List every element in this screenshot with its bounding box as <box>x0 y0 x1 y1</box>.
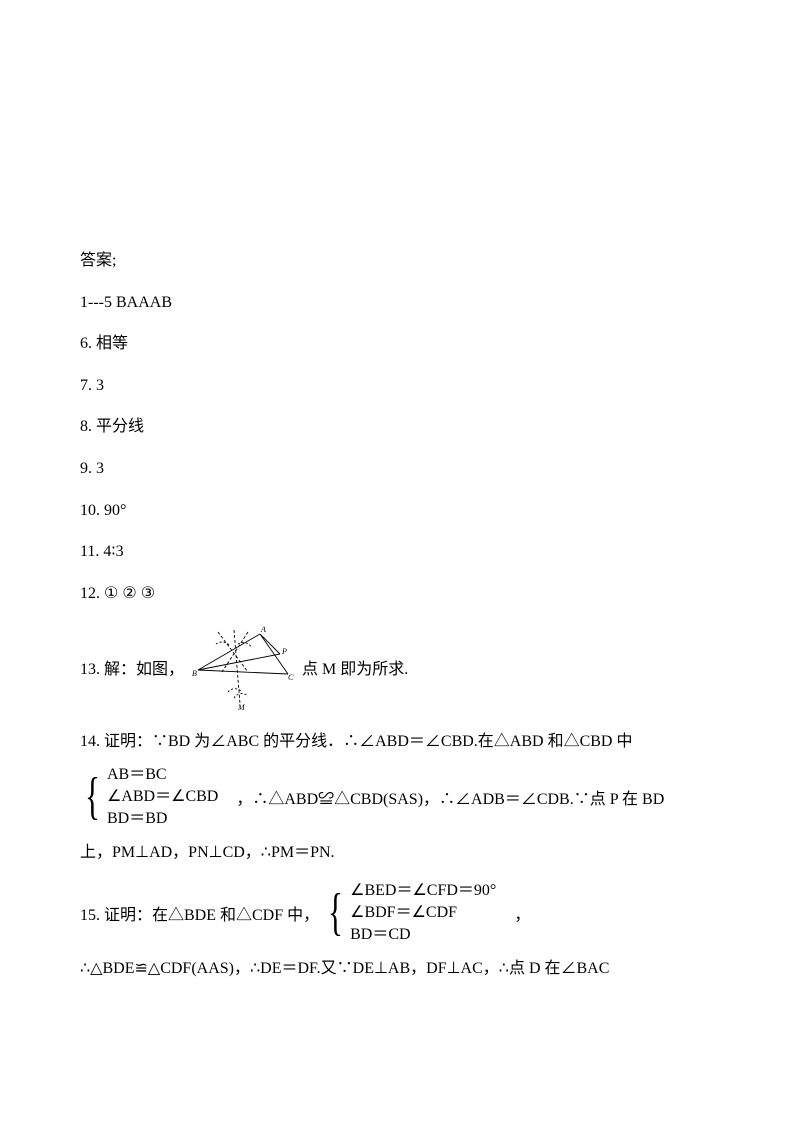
figure-13-icon: B C A P M <box>188 622 298 712</box>
ans-14-syslines: AB＝BC ∠ABD＝∠CBD BD＝BD <box>107 764 218 829</box>
ans-11: 11. 4∶3 <box>80 531 713 573</box>
ans-15-top: 15. 证明：在△BDE 和△CDF 中， { ∠BED＝∠CFD＝90° ∠B… <box>80 880 713 945</box>
ans-15-sys1: ∠BED＝∠CFD＝90° <box>350 880 496 902</box>
ans-14-sys1: AB＝BC <box>107 764 218 786</box>
ans-14-after-sys: ，∴△ABD≌△CBD(SAS)，∴∠ADB＝∠CDB.∵点 P 在 BD <box>236 785 664 809</box>
header: 答案; <box>80 240 713 282</box>
svg-text:B: B <box>192 669 197 678</box>
ans-14-sys2: ∠ABD＝∠CBD <box>107 786 218 808</box>
svg-text:C: C <box>288 673 294 682</box>
ans-15-after-sys: ， <box>514 901 530 925</box>
svg-text:A: A <box>260 625 266 634</box>
left-brace-icon: { <box>85 771 100 823</box>
ans-10: 10. 90° <box>80 490 713 532</box>
ans-15-sys3: BD＝CD <box>350 924 496 946</box>
ans-15-syslines: ∠BED＝∠CFD＝90° ∠BDF＝∠CDF BD＝CD <box>350 880 496 945</box>
ans-13-post: 点 M 即为所求. <box>302 655 408 679</box>
ans-14-sys3: BD＝BD <box>107 808 218 830</box>
answer-page: 答案; 1---5 BAAAB 6. 相等 7. 3 8. 平分线 9. 3 1… <box>0 0 793 1122</box>
svg-text:P: P <box>281 647 287 656</box>
ans-14-line3: 上，PM⊥AD，PN⊥CD，∴PM＝PN. <box>80 835 713 870</box>
ans-15-pre: 15. 证明：在△BDE 和△CDF 中， <box>80 901 319 925</box>
ans-7: 7. 3 <box>80 365 713 407</box>
ans-12: 12. ① ② ③ <box>80 573 713 615</box>
ans-6: 6. 相等 <box>80 323 713 365</box>
ans-14-line1: 14. 证明：∵BD 为∠ABC 的平分线．∴∠ABD＝∠CBD.在△ABD 和… <box>80 726 713 758</box>
ans-9: 9. 3 <box>80 448 713 490</box>
svg-text:M: M <box>237 703 246 712</box>
ans-13-pre: 13. 解：如图， <box>80 655 184 679</box>
ans-14-system: { AB＝BC ∠ABD＝∠CBD BD＝BD ，∴△ABD≌△CBD(SAS)… <box>80 764 713 829</box>
ans-15-tail: ∴△BDE≌△CDF(AAS)，∴DE＝DF.又∵DE⊥AB，DF⊥AC，∴点 … <box>80 951 713 986</box>
left-brace-icon: { <box>328 887 343 939</box>
ans-1-5: 1---5 BAAAB <box>80 282 713 324</box>
ans-13: 13. 解：如图， B C A P M <box>80 622 713 712</box>
ans-8: 8. 平分线 <box>80 406 713 448</box>
ans-15-sys2: ∠BDF＝∠CDF <box>350 902 496 924</box>
